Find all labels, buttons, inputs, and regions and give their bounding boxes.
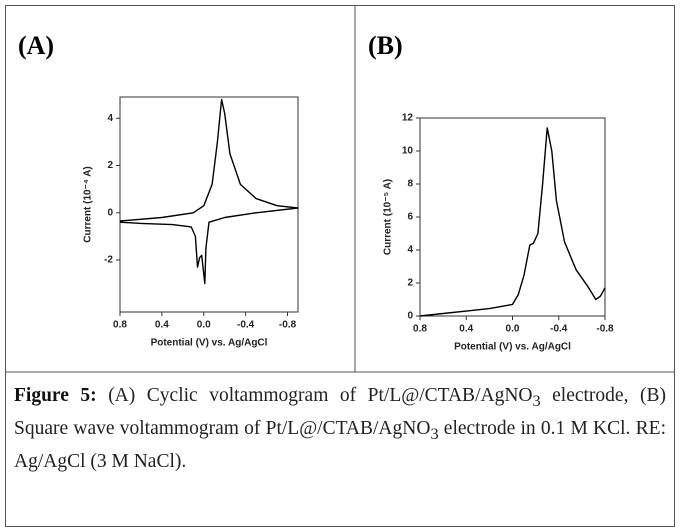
caption-sub: 3 xyxy=(532,391,541,410)
y-tick-label: 12 xyxy=(402,113,414,124)
x-tick-label: -0.4 xyxy=(237,320,255,331)
x-tick-label: 0.8 xyxy=(413,324,427,335)
x-tick-label: 0.0 xyxy=(197,320,211,331)
panel-label: (B) xyxy=(368,31,403,60)
panel-label: (A) xyxy=(18,31,54,60)
data-line xyxy=(119,98,299,285)
y-tick-label: 4 xyxy=(407,245,413,256)
y-tick-label: -2 xyxy=(104,255,113,266)
x-axis-label: Potential (V) vs. Ag/AgCl xyxy=(151,338,268,349)
plot-frame xyxy=(119,96,299,313)
plot-frame xyxy=(419,117,606,317)
y-tick-label: 6 xyxy=(407,212,413,223)
x-tick-label: -0.4 xyxy=(550,324,568,335)
caption-text: electrode in 0.1 M KCl. RE: Ag/AgCl (3 M… xyxy=(14,417,666,472)
y-tick-label: 2 xyxy=(407,278,413,289)
caption-label: Figure 5: xyxy=(14,385,97,406)
y-tick-label: 0 xyxy=(407,311,413,322)
x-tick-label: 0.0 xyxy=(506,324,520,335)
x-tick-label: 0.4 xyxy=(155,320,169,331)
y-tick-label: 10 xyxy=(402,146,414,157)
data-line xyxy=(419,127,606,317)
y-axis-label: Current (10⁻⁴ A) xyxy=(83,166,94,243)
figure-frame xyxy=(5,5,675,527)
x-tick-label: -0.8 xyxy=(279,320,297,331)
y-tick-label: 4 xyxy=(107,113,113,124)
caption-text: electrode, (B) Square wave voltammogram … xyxy=(14,385,666,439)
y-tick-label: 0 xyxy=(107,207,113,218)
x-tick-label: -0.8 xyxy=(596,324,614,335)
x-tick-label: 0.8 xyxy=(113,320,127,331)
caption-sub: 3 xyxy=(430,424,439,443)
x-axis-label: Potential (V) vs. Ag/AgCl xyxy=(454,342,571,353)
y-tick-label: 2 xyxy=(107,160,113,171)
x-tick-label: 0.4 xyxy=(459,324,473,335)
caption-text: (A) Cyclic voltammogram of Pt/L@/CTAB/Ag… xyxy=(108,385,533,406)
caption: Figure 5: (A) Cyclic voltammogram of Pt/… xyxy=(14,382,666,475)
y-tick-label: 8 xyxy=(407,179,413,190)
y-axis-label: Current (10⁻⁵ A) xyxy=(383,179,394,255)
